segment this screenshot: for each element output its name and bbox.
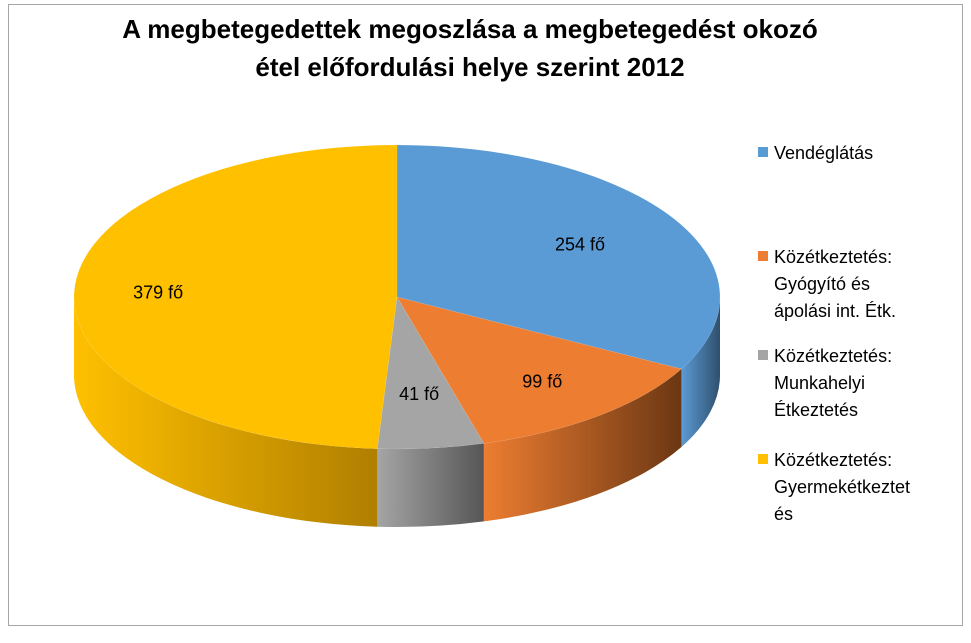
legend-swatch bbox=[758, 454, 768, 464]
pie-slice-vendeglatas bbox=[396, 144, 721, 370]
pie-slice-kozetkeztetes-munkahelyi-etkeztetes bbox=[377, 296, 485, 450]
legend-label: Közétkeztetés: Munkahelyi Étkeztetés bbox=[774, 346, 893, 420]
data-label-kozetkeztetes-munkahelyi-etkeztetes: 41 fő bbox=[399, 384, 439, 404]
legend-label: Vendéglátás bbox=[774, 143, 874, 163]
legend-swatch bbox=[758, 147, 768, 157]
data-label-vendeglatas: 254 fő bbox=[555, 234, 605, 254]
data-label-kozetkeztetes-gyermeketkeztetes: 379 fő bbox=[133, 282, 183, 302]
pie-labels: 254 fő 99 fő 41 fő 379 fő bbox=[133, 234, 605, 404]
pie-slice-kozetkeztetes-gyermeketkeztetes bbox=[73, 144, 398, 449]
pie-side-kozetkeztetes-gyermeketkeztetes bbox=[74, 297, 378, 527]
legend-swatch bbox=[758, 350, 768, 360]
legend-item-gyogyito: Közétkeztetés: Gyógyító és ápolási int. … bbox=[758, 244, 939, 325]
data-label-kozetkeztetes-gyogyito-es-apolasi-int-etk: 99 fő bbox=[522, 371, 562, 391]
pie-sides bbox=[74, 297, 720, 527]
legend-label: Közétkeztetés: Gyermekétkeztet és bbox=[774, 450, 911, 524]
legend-item-gyermek: Közétkeztetés: Gyermekétkeztet és bbox=[758, 447, 939, 528]
legend-item-munkahelyi: Közétkeztetés: Munkahelyi Étkeztetés bbox=[758, 343, 939, 424]
pie-side-kozetkeztetes-munkahelyi-etkeztetes bbox=[377, 443, 484, 527]
pie-tops bbox=[73, 144, 721, 450]
pie-side-vendeglatas bbox=[681, 297, 720, 448]
chart-title-line-1: A megbetegedettek megoszlása a megbetege… bbox=[122, 14, 818, 44]
chart-title: A megbetegedettek megoszlása a megbetege… bbox=[0, 10, 940, 86]
pie-side-kozetkeztetes-gyogyito-es-apolasi-int-etk bbox=[483, 369, 682, 522]
legend-item-vendeglatas: Vendéglátás bbox=[758, 140, 939, 167]
legend-swatch bbox=[758, 251, 768, 261]
pie-slice-kozetkeztetes-gyogyito-es-apolasi-int-etk bbox=[396, 296, 682, 444]
chart-title-line-2: étel előfordulási helye szerint 2012 bbox=[255, 52, 685, 82]
legend-label: Közétkeztetés: Gyógyító és ápolási int. … bbox=[774, 247, 897, 321]
